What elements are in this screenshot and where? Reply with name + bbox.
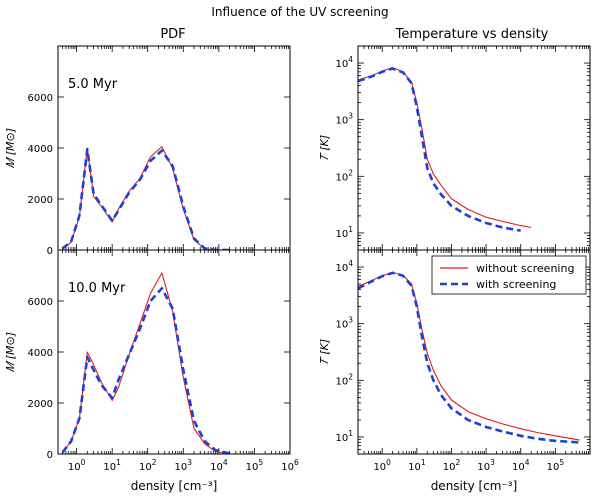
y-axis-label: 𝑀 [M⊙]	[4, 128, 17, 168]
y-tick-label: 2000	[28, 399, 53, 410]
series-line-with-screening	[358, 271, 580, 444]
x-tick-label: 102	[443, 458, 461, 473]
x-tick-label: 101	[103, 458, 121, 473]
x-tick-label: 105	[246, 458, 264, 473]
y-axis-label: 𝑇 [K]	[318, 135, 331, 161]
x-tick-label: 100	[373, 458, 391, 473]
y-axis-label: 𝑇 [K]	[318, 339, 331, 365]
axes-frame	[357, 45, 591, 251]
y-tick-label: 103	[335, 112, 353, 127]
temperature-top-panel: 101 102 103 104 𝑇 [K]	[318, 45, 591, 251]
time-annotation: 5.0 Myr	[68, 77, 118, 92]
x-tick-label: 102	[139, 458, 157, 473]
x-tick-label: 106	[281, 458, 299, 473]
x-tick-label: 103	[477, 458, 495, 473]
y-tick-label: 6000	[28, 93, 53, 104]
y-tick-label: 4000	[28, 144, 53, 155]
series-line-with-screening	[61, 148, 230, 250]
axes-frame	[357, 249, 591, 455]
legend-label: with screening	[476, 278, 556, 291]
x-tick-label: 104	[210, 458, 228, 473]
x-tick-label: 100	[68, 458, 86, 473]
y-tick-label: 4000	[28, 348, 53, 359]
y-tick-label: 2000	[28, 195, 53, 206]
figure-suptitle: Influence of the UV screening	[211, 5, 388, 19]
left-column-title: PDF	[160, 27, 185, 42]
y-tick-label: 104	[335, 55, 353, 70]
y-tick-label: 102	[335, 168, 353, 183]
axes-frame	[57, 249, 291, 455]
x-tick-label: 105	[547, 458, 565, 473]
series-line-without-screening	[62, 146, 230, 250]
y-tick-label: 102	[335, 372, 353, 387]
y-axis-label: 𝑀 [M⊙]	[4, 332, 17, 372]
legend: without screening with screening	[431, 255, 587, 295]
y-tick-label: 0	[47, 450, 53, 461]
series-line-with-screening	[61, 286, 230, 454]
y-tick-label: 6000	[28, 297, 53, 308]
legend-label: without screening	[476, 262, 574, 275]
y-tick-label: 103	[335, 316, 353, 331]
x-axis-label: density [cm⁻³]	[131, 479, 218, 493]
x-axis-label: density [cm⁻³]	[431, 479, 518, 493]
x-tick-label: 104	[512, 458, 530, 473]
y-tick-label: 104	[335, 259, 353, 274]
temperature-bottom-panel: 101 102 103 104 100 101 102 103 104 105 𝑇 [K] densi…	[318, 249, 591, 493]
legend-box	[431, 255, 587, 295]
y-tick-label: 0	[47, 246, 53, 257]
right-column-title: Temperature vs density	[395, 27, 549, 42]
pdf-top-panel: 0 2000 4000 6000 5.0 Myr 𝑀 [M⊙]	[4, 45, 291, 257]
y-tick-label: 101	[335, 225, 353, 240]
x-tick-label: 103	[175, 458, 193, 473]
time-annotation: 10.0 Myr	[68, 281, 126, 296]
series-line-with-screening	[358, 67, 521, 232]
y-tick-label: 101	[335, 429, 353, 444]
x-tick-label: 101	[408, 458, 426, 473]
series-line-without-screening	[358, 67, 532, 229]
series-line-without-screening	[358, 271, 580, 441]
pdf-bottom-panel: 0 2000 4000 6000 100 101 102 103 104 105 106 10.0 M…	[4, 249, 299, 493]
